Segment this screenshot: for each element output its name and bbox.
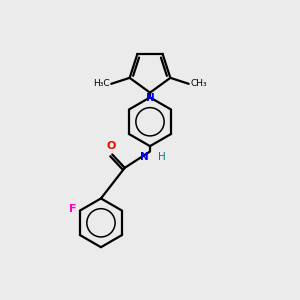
Text: H₃C: H₃C (93, 79, 110, 88)
Text: N: N (146, 93, 154, 103)
Text: F: F (69, 204, 76, 214)
Text: O: O (106, 142, 116, 152)
Text: CH₃: CH₃ (190, 79, 207, 88)
Text: N: N (140, 152, 148, 162)
Text: H: H (158, 152, 166, 162)
